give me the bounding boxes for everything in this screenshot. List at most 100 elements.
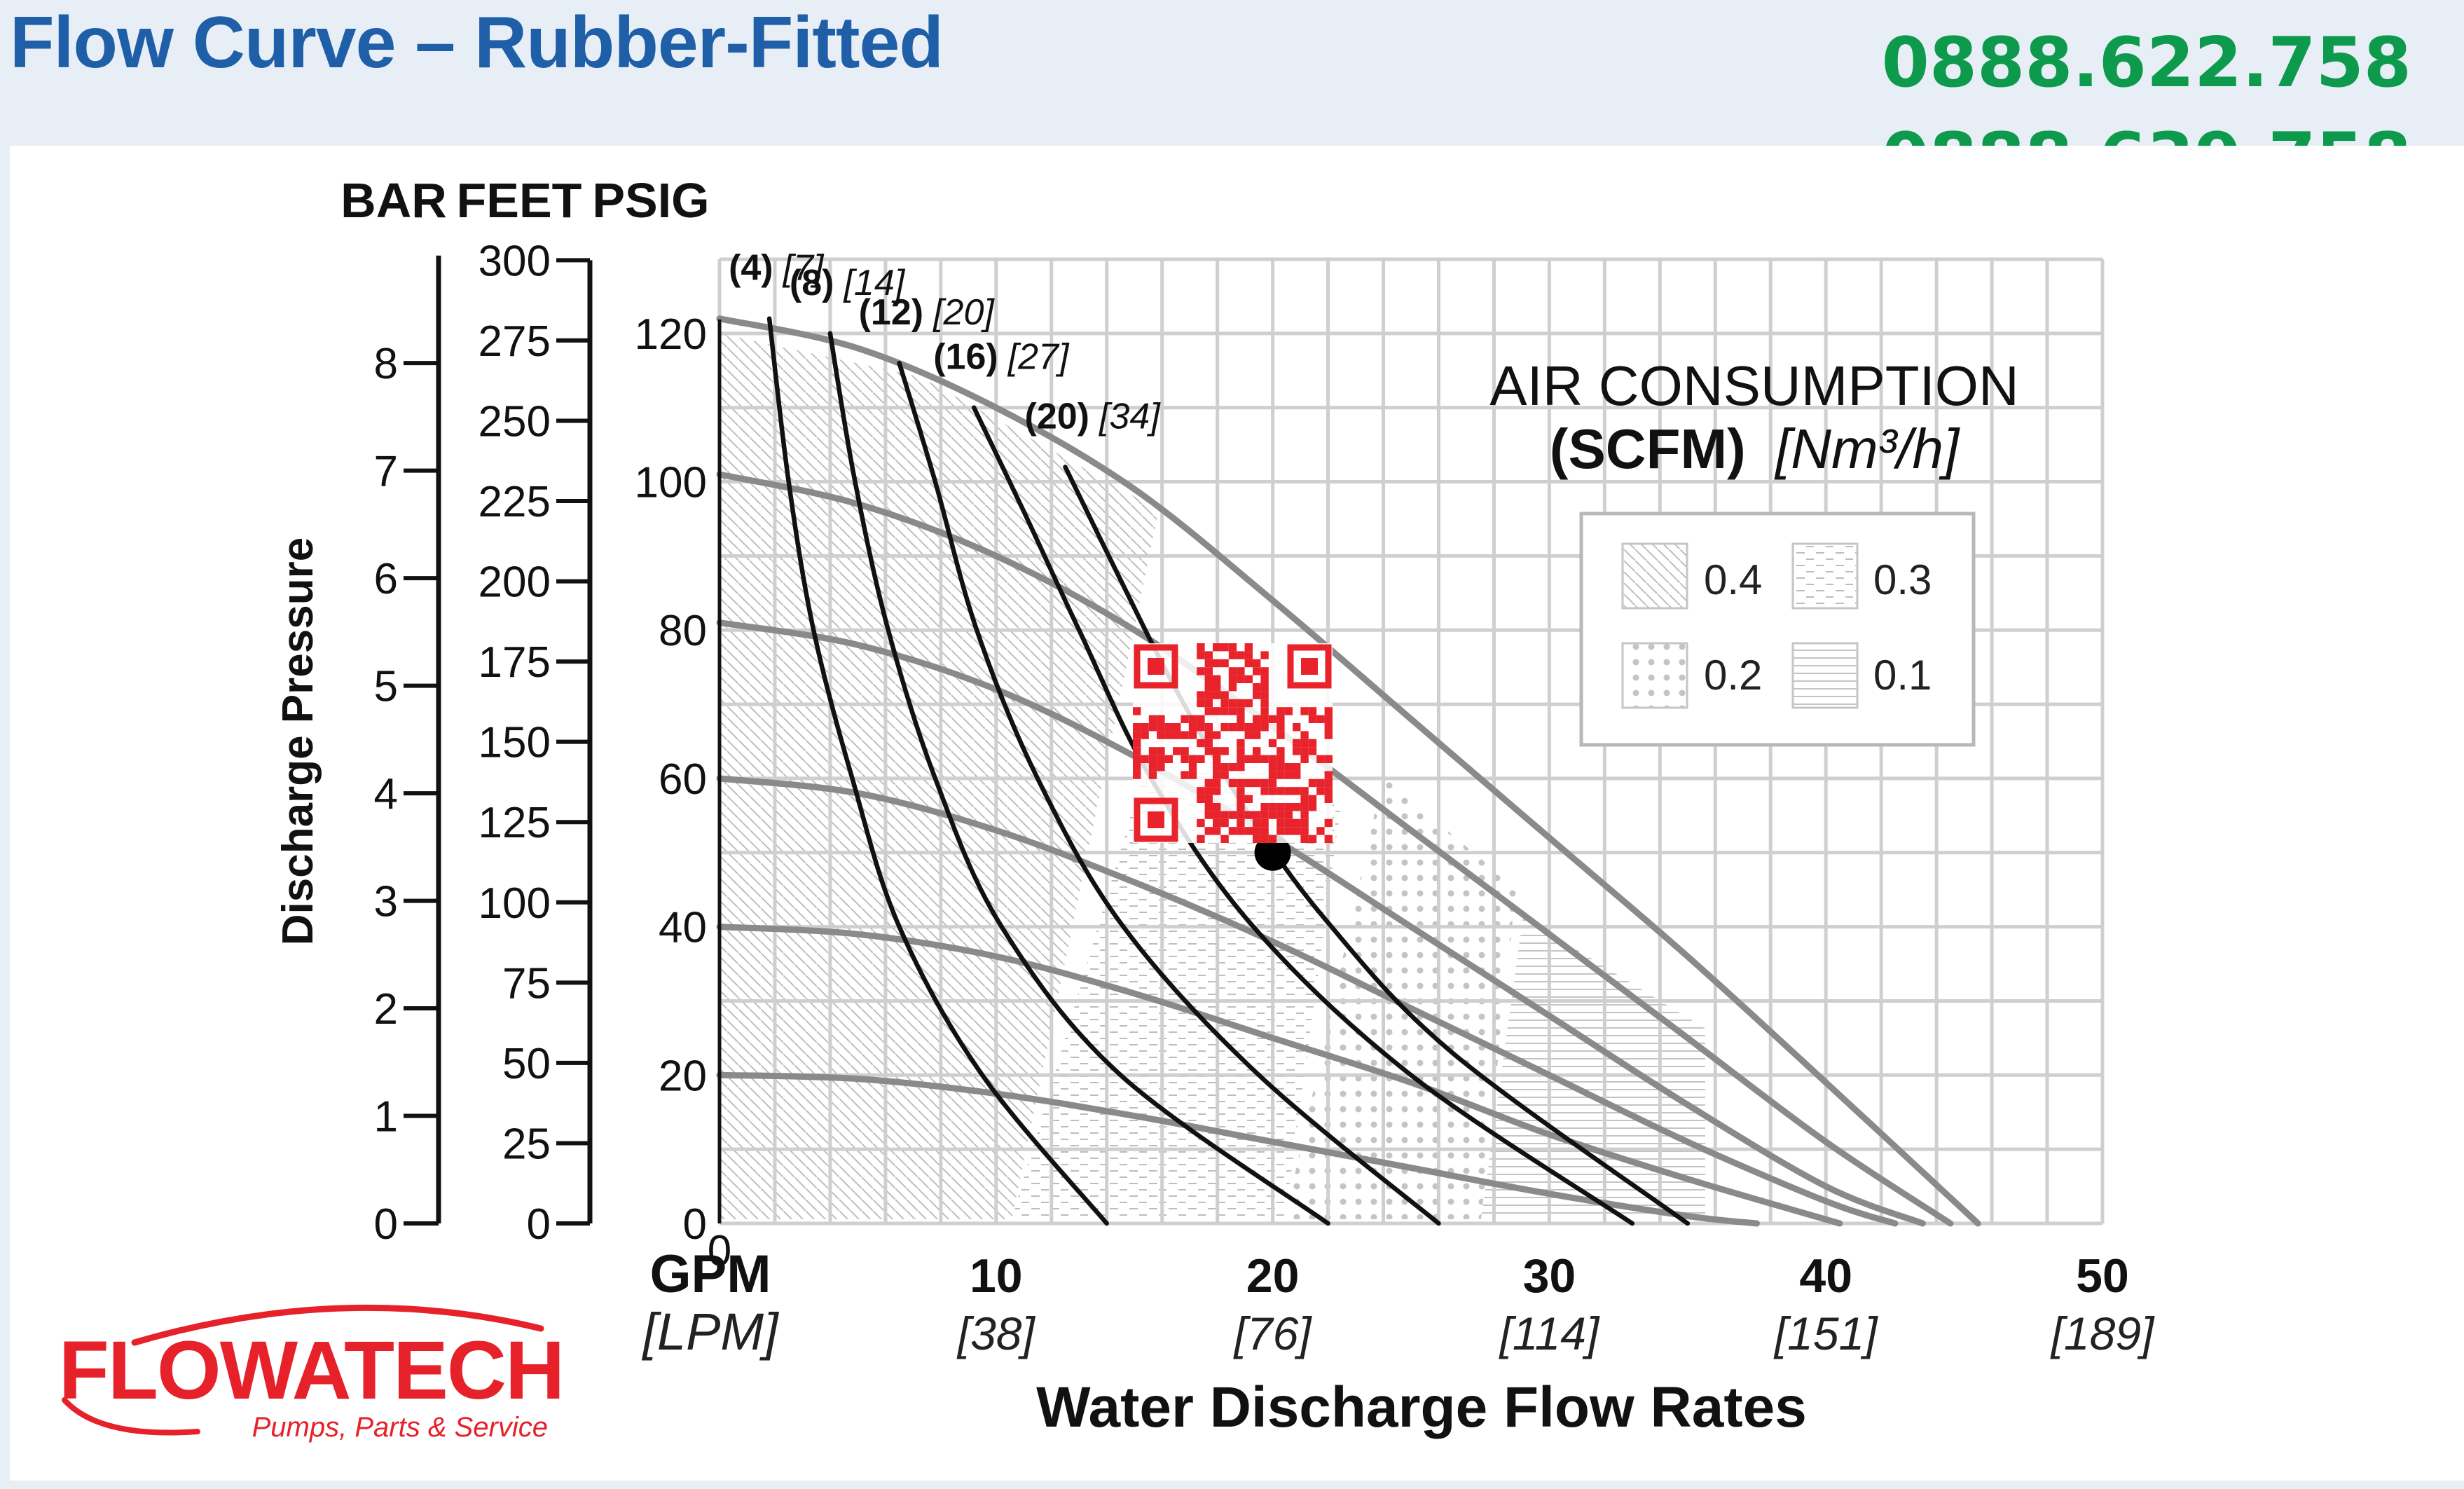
qr-module (1204, 747, 1213, 755)
qr-module (1300, 795, 1309, 803)
bar-tick-label: 6 (374, 555, 398, 603)
qr-module (1181, 731, 1189, 739)
qr-module (1237, 651, 1245, 659)
bar-tick-label: 0 (374, 1200, 398, 1249)
logo-tagline: Pumps, Parts & Service (252, 1412, 548, 1443)
qr-module (1293, 763, 1301, 771)
qr-module (1316, 827, 1325, 835)
qr-module (1220, 643, 1229, 652)
consumption-curve-0 (766, 316, 1109, 1226)
legend-subtitle-scfm: (SCFM) (1550, 418, 1746, 480)
chart-legend: AIR CONSUMPTION (SCFM) [Nm³/h] 0.4 0.3 0… (1489, 355, 2019, 747)
qr-module (1197, 795, 1205, 803)
bar-tick-label: 3 (374, 878, 398, 926)
qr-module (1173, 731, 1181, 739)
qr-module (1213, 771, 1221, 779)
qr-module (1204, 651, 1213, 659)
qr-module (1148, 715, 1157, 723)
qr-module (1324, 707, 1333, 715)
qr-module (1237, 803, 1245, 811)
qr-module (1173, 723, 1181, 732)
qr-module (1204, 691, 1213, 699)
operating-point (1254, 834, 1291, 871)
qr-module (1284, 827, 1293, 835)
consumption-label-4: (20) [34] (1025, 396, 1162, 437)
qr-module (1220, 763, 1229, 771)
qr-module (1181, 755, 1189, 763)
qr-code[interactable] (1133, 643, 1333, 843)
qr-module (1148, 723, 1157, 732)
qr-module (1308, 835, 1317, 843)
qr-module (1284, 763, 1293, 771)
qr-module (1308, 747, 1317, 755)
qr-module (1204, 675, 1213, 683)
qr-module (1213, 643, 1221, 652)
qr-module (1204, 739, 1213, 748)
qr-module (1204, 731, 1213, 739)
consumption-label-0: (4) [7] (729, 248, 825, 289)
legend-title: AIR CONSUMPTION (1489, 355, 2019, 417)
flowatech-logo[interactable]: FLOWATECH Pumps, Parts & Service (50, 1295, 569, 1456)
qr-module (1244, 643, 1253, 652)
qr-module (1204, 787, 1213, 795)
qr-module (1197, 667, 1205, 675)
qr-module (1260, 675, 1269, 683)
qr-module (1133, 723, 1141, 732)
feet-tick-label: 275 (479, 317, 551, 366)
qr-module (1213, 818, 1221, 828)
qr-module (1268, 778, 1277, 788)
legend-subtitle: (SCFM) [Nm³/h] (1550, 418, 1960, 480)
x-tick-zero: 0 (708, 1227, 731, 1275)
qr-module (1228, 683, 1237, 692)
legend-subtitle-nm3h: [Nm³/h] (1774, 418, 1960, 480)
qr-finder-top-left (1134, 644, 1178, 689)
qr-module (1268, 811, 1277, 819)
qr-module (1293, 723, 1301, 732)
qr-module (1276, 787, 1285, 795)
qr-module (1197, 835, 1205, 843)
consumption-label-nm3h: [20] (932, 292, 995, 333)
qr-module (1260, 715, 1269, 723)
qr-module (1237, 723, 1245, 732)
legend-swatch-0.1 (1791, 642, 1859, 709)
qr-module (1260, 835, 1269, 843)
qr-module (1228, 763, 1237, 771)
qr-module (1253, 827, 1261, 835)
feet-tick-label: 300 (479, 237, 551, 285)
qr-module (1316, 755, 1325, 763)
feet-tick-label: 150 (479, 719, 551, 767)
air-consumption-labels: (4) [7](8) [14](12) [20](16) [27] (20) [34] (729, 248, 1161, 437)
qr-module (1213, 675, 1221, 683)
psig-axis: 0 20 40 60 80 100 120 (635, 310, 722, 1249)
phone-number-1[interactable]: 0888.622.758 (1881, 23, 2411, 103)
qr-module (1293, 747, 1301, 755)
logo-swoosh-top (131, 1304, 544, 1346)
qr-module (1260, 683, 1269, 692)
qr-module (1213, 763, 1221, 771)
qr-module (1284, 803, 1293, 811)
psig-tick-label: 100 (635, 459, 707, 507)
qr-module (1276, 771, 1285, 779)
qr-module (1213, 731, 1221, 739)
qr-module (1260, 803, 1269, 811)
qr-module (1300, 818, 1309, 828)
feet-tick-label: 200 (479, 558, 551, 607)
qr-module (1204, 723, 1213, 732)
unit-feet: FEET (457, 173, 582, 228)
qr-module (1324, 715, 1333, 723)
qr-module (1237, 818, 1245, 828)
qr-module (1276, 818, 1285, 828)
qr-module (1237, 755, 1245, 763)
qr-module (1204, 659, 1213, 668)
qr-module (1133, 747, 1141, 755)
qr-module (1253, 778, 1261, 788)
qr-module (1157, 763, 1165, 771)
qr-module (1204, 778, 1213, 788)
qr-module (1220, 723, 1229, 732)
qr-module (1260, 651, 1269, 659)
qr-module (1253, 755, 1261, 763)
qr-module (1148, 755, 1157, 763)
qr-module (1276, 747, 1285, 755)
qr-module (1316, 778, 1325, 788)
qr-module (1220, 835, 1229, 843)
